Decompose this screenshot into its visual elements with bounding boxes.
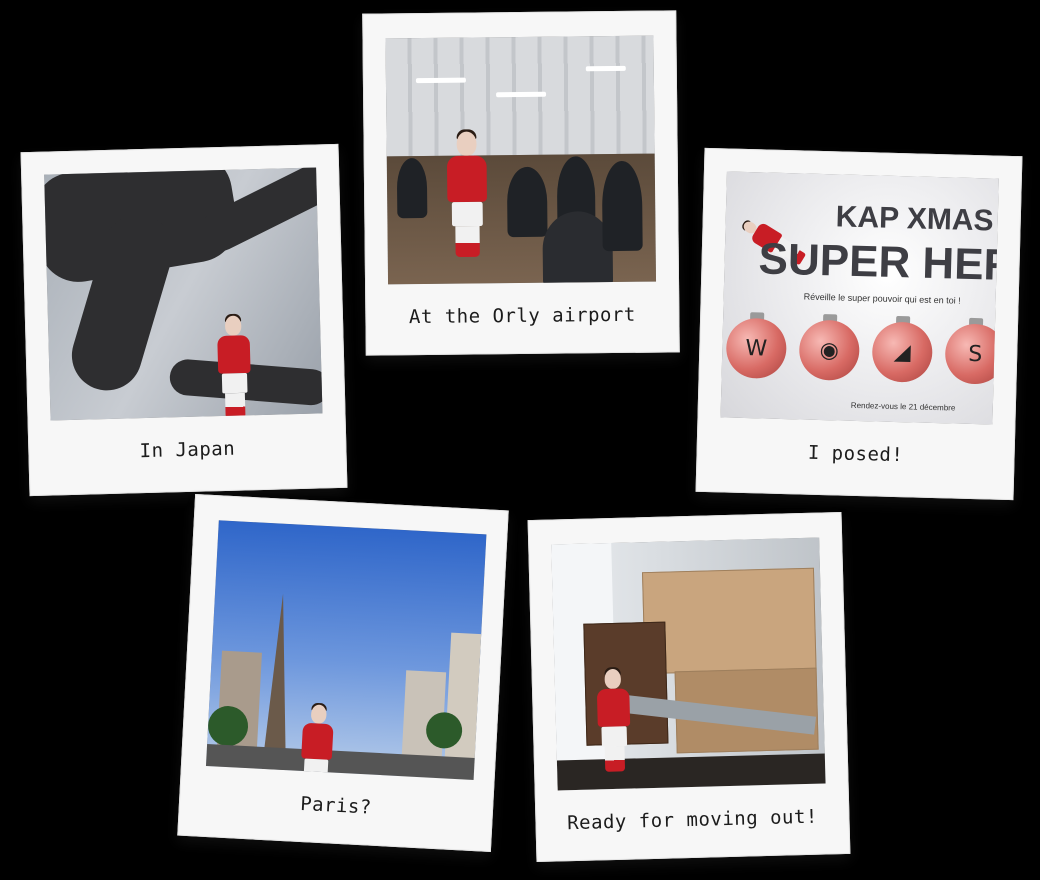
polaroid-i-posed: KAP XMAS SUPER HER Réveille le super pou…: [695, 147, 1023, 501]
caption: Paris?: [299, 792, 373, 819]
polaroid-orly-airport: At the Orly airport: [362, 10, 680, 356]
polaroid-in-japan: In Japan: [20, 143, 348, 497]
polaroid-moving-out: Ready for moving out!: [527, 511, 851, 863]
figurine: [297, 702, 336, 780]
photo-eiffel-replica: [205, 520, 487, 780]
figurine: [595, 666, 634, 778]
caption: Ready for moving out!: [566, 805, 819, 835]
photo-airport-hall: [385, 35, 657, 285]
caption: In Japan: [139, 437, 236, 463]
figurine: [215, 313, 254, 420]
caption: I posed!: [807, 441, 904, 467]
photo-kap-xmas-poster: KAP XMAS SUPER HER Réveille le super pou…: [720, 171, 999, 425]
polaroid-paris: Paris?: [177, 494, 509, 852]
poster-title-line1: KAP XMAS: [835, 200, 994, 238]
caption: At the Orly airport: [408, 303, 636, 329]
poster-title-line2: SUPER HER: [758, 234, 999, 291]
figurine: [444, 129, 489, 263]
photo-moving-boxes: [551, 537, 826, 791]
photo-octopus-statue: [44, 167, 323, 421]
